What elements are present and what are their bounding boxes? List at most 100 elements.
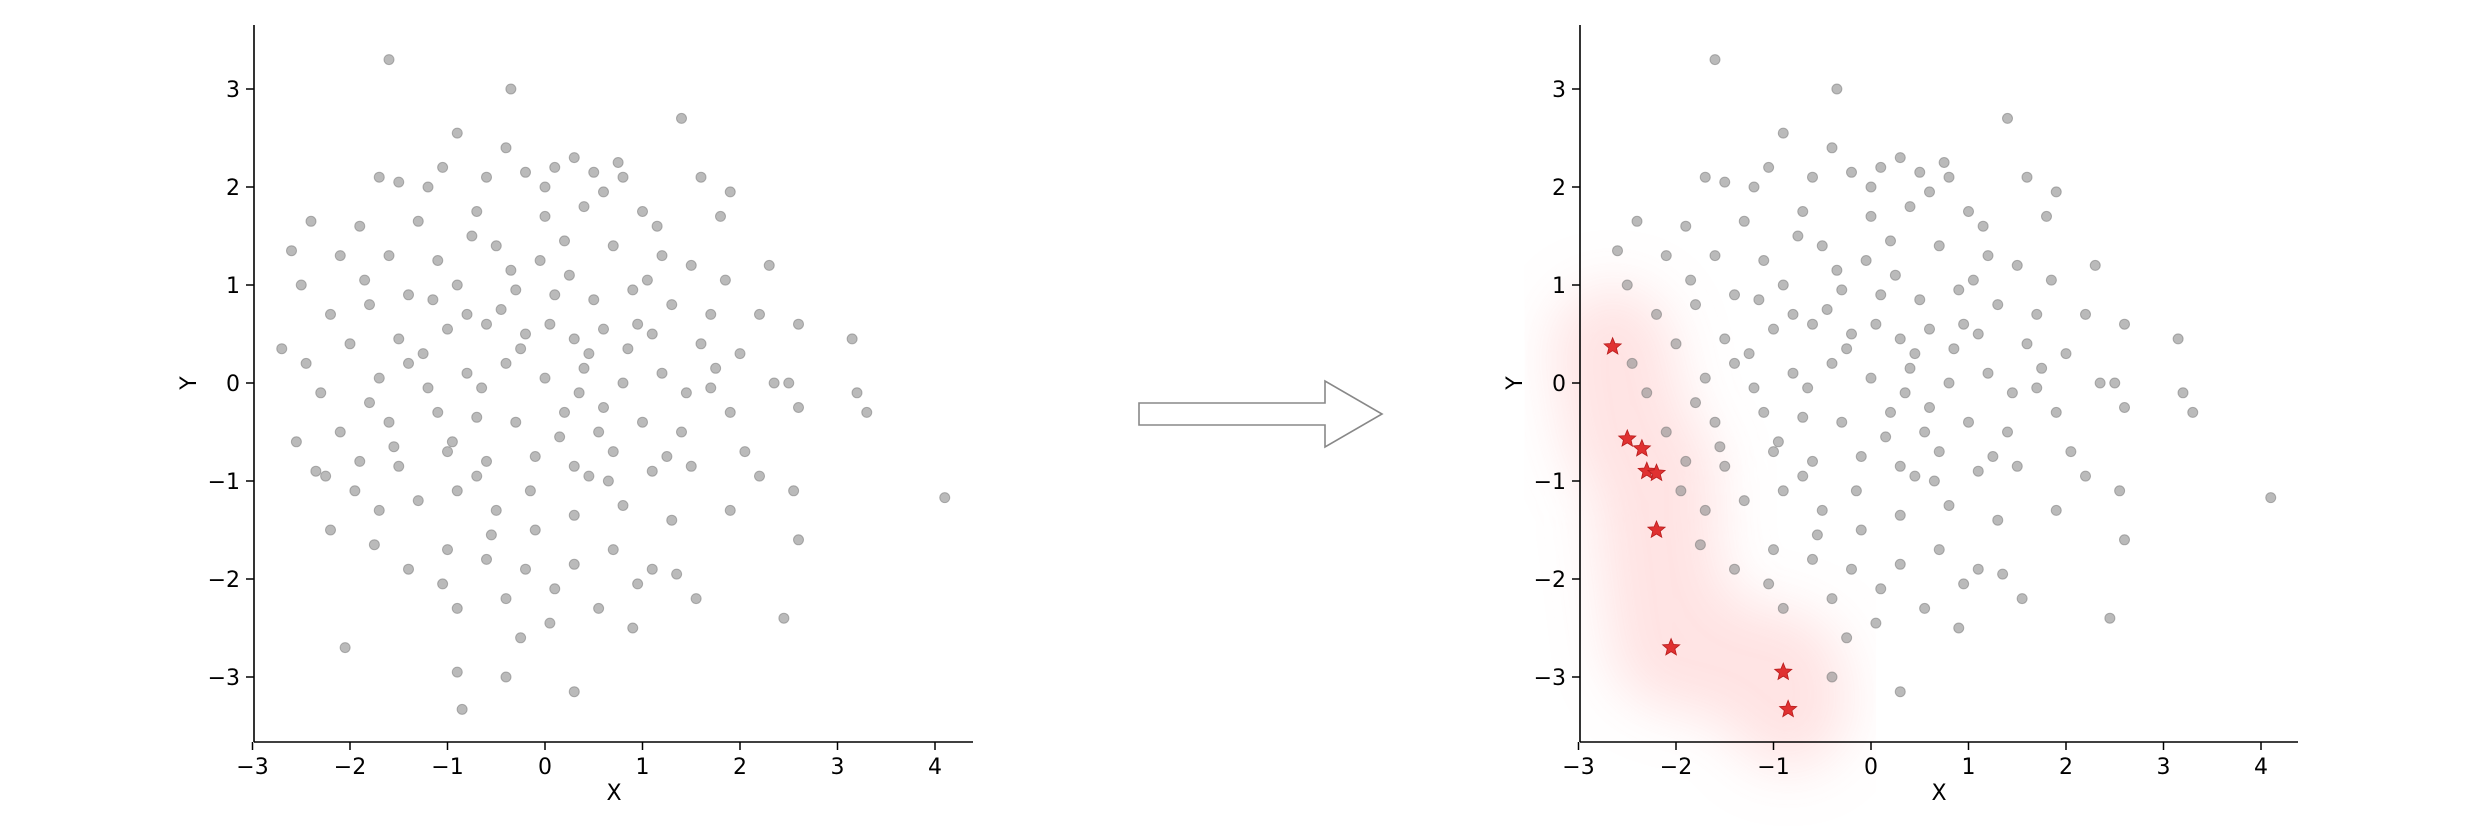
data-point (2109, 377, 2121, 389)
data-point (520, 563, 531, 575)
data-point (617, 377, 629, 389)
data-point (763, 259, 775, 271)
data-point (451, 127, 463, 139)
data-point (442, 544, 453, 556)
data-point (715, 210, 726, 222)
data-point (1885, 406, 1896, 418)
data-point (383, 416, 395, 428)
data-point (1821, 304, 1833, 315)
data-point (334, 250, 346, 262)
data-point (1777, 485, 1789, 497)
y-ticks: −3 −2 −1 0 1 2 3 (1534, 78, 1580, 691)
data-point (1714, 441, 1726, 453)
star-point (1773, 662, 1793, 681)
scatter-points-original (276, 54, 951, 715)
data-point (471, 206, 483, 217)
data-point (641, 274, 653, 286)
data-point (1894, 152, 1906, 164)
data-point (2060, 348, 2072, 360)
x-tick-label: 1 (636, 755, 650, 780)
data-point (505, 264, 517, 276)
data-point (1831, 264, 1843, 276)
data-point (412, 215, 424, 227)
data-point (495, 304, 507, 315)
data-point (1982, 367, 1994, 379)
y-tick-label: −2 (208, 568, 240, 593)
x-tick-label: 2 (2059, 755, 2073, 780)
data-point (861, 406, 873, 418)
data-point (646, 465, 658, 477)
y-tick-label: 1 (226, 274, 240, 299)
data-point (1846, 166, 1857, 178)
data-point (437, 578, 449, 590)
data-point (1953, 284, 1965, 296)
y-tick-label: 2 (226, 176, 240, 201)
x-tick-label: 4 (928, 755, 942, 780)
data-point (549, 161, 561, 173)
data-point (446, 436, 458, 448)
data-point (1933, 446, 1945, 458)
data-point (1807, 553, 1818, 565)
data-point (1807, 455, 1818, 467)
data-point (1680, 220, 1692, 232)
data-point (451, 602, 463, 614)
x-tick-label: 3 (2157, 755, 2171, 780)
y-tick-label: 2 (1552, 176, 1566, 201)
data-point (2187, 406, 2199, 418)
data-point (710, 362, 722, 374)
data-point (1972, 328, 1984, 340)
data-point (1904, 362, 1916, 374)
data-point (1865, 372, 1877, 384)
data-point (320, 470, 332, 482)
data-point (2002, 112, 2013, 124)
data-point (1807, 171, 1818, 183)
data-point (568, 460, 580, 472)
data-point (598, 402, 609, 413)
data-point (1763, 161, 1775, 173)
data-point (1719, 333, 1731, 345)
y-tick-label: −3 (208, 666, 240, 691)
data-point (300, 357, 312, 369)
star-point (1778, 699, 1798, 718)
data-point (1743, 348, 1755, 360)
data-point (1729, 563, 1740, 575)
data-point (1807, 318, 1818, 330)
x-tick-label: 0 (1864, 755, 1878, 780)
data-point (1826, 142, 1838, 154)
data-point (1816, 504, 1828, 516)
data-point (2011, 259, 2023, 271)
y-axis-label: Y (1503, 376, 1528, 391)
data-point (788, 485, 800, 497)
data-point (417, 348, 429, 360)
data-point (1909, 470, 1921, 482)
y-ticks: −3 −2 −1 0 1 2 3 (208, 78, 254, 691)
data-point (622, 343, 634, 355)
data-point (412, 495, 424, 507)
data-point (524, 485, 536, 497)
data-point (1621, 279, 1633, 291)
star-point (1661, 637, 1681, 656)
data-point (1899, 387, 1911, 399)
data-point (515, 343, 527, 355)
data-point (1894, 686, 1906, 698)
y-tick-label: −1 (208, 470, 240, 495)
data-point (1943, 377, 1955, 389)
data-point (593, 426, 605, 438)
data-point (1963, 206, 1974, 217)
data-point (442, 323, 453, 335)
star-point (1646, 519, 1667, 539)
data-point (632, 578, 644, 590)
data-point (588, 166, 600, 178)
data-point (685, 460, 697, 472)
data-point (568, 333, 580, 345)
data-point (1943, 500, 1955, 511)
data-point (617, 171, 629, 183)
data-point (724, 504, 736, 516)
data-point (1768, 323, 1779, 335)
data-point (295, 279, 307, 291)
data-point (568, 509, 580, 521)
data-point (1904, 201, 1916, 213)
y-tick-label: 3 (1552, 78, 1566, 103)
data-point (1914, 294, 1926, 306)
